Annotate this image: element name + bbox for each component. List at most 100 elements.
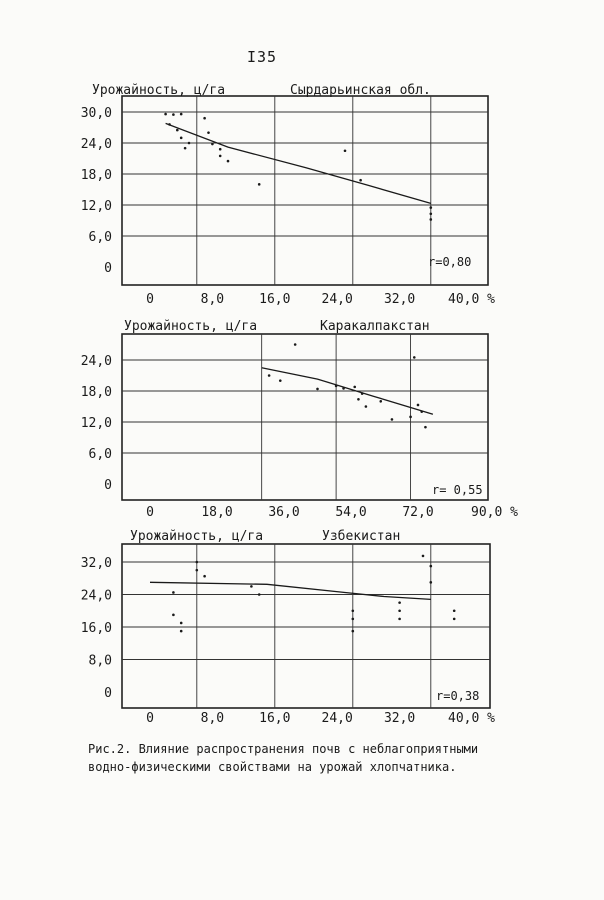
data-point (342, 387, 345, 390)
data-point (351, 609, 355, 613)
data-point (203, 116, 206, 120)
x-tick-label: 40,0 % (448, 292, 495, 307)
data-point (218, 154, 222, 158)
region-title: Сырдарьинская обл. (290, 83, 431, 98)
x-tick-label: 0 (146, 711, 154, 726)
y-tick-label: 0 (104, 261, 112, 276)
y-tick-label: 24,0 (81, 137, 112, 152)
y-tick-label: 30,0 (81, 106, 112, 121)
region-title: Узбекистан (322, 529, 400, 544)
x-tick-label: 32,0 (384, 711, 415, 726)
plot-frame (121, 95, 489, 286)
page-number: I35 (247, 48, 278, 66)
x-tick-label: 18,0 (201, 505, 232, 520)
x-tick-label: 40,0 % (448, 711, 495, 726)
data-point (179, 112, 183, 116)
data-point (421, 554, 425, 558)
data-point (195, 568, 199, 572)
x-tick-label: 8,0 (201, 292, 224, 307)
data-point (379, 400, 383, 403)
data-point (164, 112, 167, 116)
x-tick-label: 54,0 (335, 505, 366, 520)
x-tick-label: 36,0 (268, 505, 299, 520)
trend-line (261, 367, 434, 415)
caption-line-2: водно-физическими свойствами на урожай х… (88, 760, 457, 774)
data-point (203, 574, 206, 578)
data-point (424, 425, 427, 429)
y-tick-label: 18,0 (81, 168, 112, 183)
data-point (452, 609, 456, 613)
y-tick-label: 6,0 (89, 230, 112, 245)
y-tick-label: 18,0 (81, 385, 112, 400)
data-point (353, 385, 357, 389)
data-point (398, 609, 401, 613)
data-point (187, 141, 191, 145)
data-point (168, 123, 171, 126)
data-point (398, 601, 401, 604)
x-tick-label: 8,0 (201, 711, 224, 726)
data-point (179, 629, 183, 633)
plot-frame (121, 333, 489, 501)
data-point (316, 387, 319, 391)
data-point (257, 593, 261, 596)
y-tick-label: 24,0 (81, 589, 112, 604)
trend-line (149, 581, 431, 601)
data-point (179, 621, 183, 625)
data-point (267, 374, 271, 377)
x-tick-label: 16,0 (259, 292, 290, 307)
y-tick-label: 24,0 (81, 354, 112, 369)
data-point (257, 183, 261, 186)
data-point (390, 418, 394, 421)
x-tick-label: 0 (146, 292, 154, 307)
data-point (429, 212, 433, 216)
x-tick-label: 0 (146, 505, 154, 520)
region-title: Каракалпакстан (320, 319, 430, 334)
chart-syrdarya: 30,0 24,0 18,0 12,0 6,0 0 0 8,0 16,0 24,0 32,0 40,0… (81, 83, 495, 307)
data-point (179, 136, 183, 140)
chart-karakalpakstan: 24,0 18,0 12,0 6,0 0 0 18,0 36,0 54,0 72,0 90,0 % У… (81, 319, 518, 520)
y-tick-label: 8,0 (89, 654, 112, 669)
figure-caption: Рис.2. Влияние распространения почв с не… (88, 740, 588, 776)
data-point (416, 403, 420, 407)
correlation-label: r=0,80 (428, 255, 471, 269)
data-point (207, 131, 210, 134)
data-point (452, 617, 456, 621)
y-tick-label: 6,0 (89, 447, 112, 462)
data-point (172, 113, 175, 116)
data-point (409, 415, 412, 419)
data-point (278, 379, 282, 382)
y-axis-label: Урожайность, ц/га (124, 319, 257, 334)
y-tick-label: 0 (104, 478, 112, 493)
data-point (429, 581, 433, 584)
data-point (172, 613, 175, 617)
chart-uzbekistan: 32,0 24,0 16,0 8,0 0 0 8,0 16,0 24,0 32,0 40,0 % Ур… (81, 529, 495, 726)
y-axis-label: Урожайность, ц/га (92, 83, 225, 98)
data-point (250, 585, 253, 588)
correlation-label: r= 0,55 (432, 483, 483, 497)
data-point (360, 392, 364, 395)
data-point (351, 617, 355, 621)
y-tick-label: 0 (104, 686, 112, 701)
x-tick-label: 16,0 (259, 711, 290, 726)
data-point (172, 591, 175, 594)
data-point (429, 564, 433, 568)
data-point (293, 343, 297, 346)
y-tick-label: 32,0 (81, 556, 112, 571)
data-point (359, 178, 362, 182)
data-point (420, 410, 424, 413)
y-tick-label: 12,0 (81, 416, 112, 431)
data-point (398, 617, 401, 621)
y-axis-label: Урожайность, ц/га (130, 529, 263, 544)
data-point (334, 384, 338, 388)
data-point (429, 206, 433, 209)
x-tick-label: 24,0 (322, 292, 353, 307)
data-point (195, 560, 199, 564)
data-point (351, 629, 355, 633)
data-point (343, 149, 347, 153)
x-tick-label: 24,0 (322, 711, 353, 726)
y-tick-label: 12,0 (81, 199, 112, 214)
data-point (211, 142, 214, 146)
data-point (183, 146, 187, 150)
plot-frame (121, 543, 491, 709)
